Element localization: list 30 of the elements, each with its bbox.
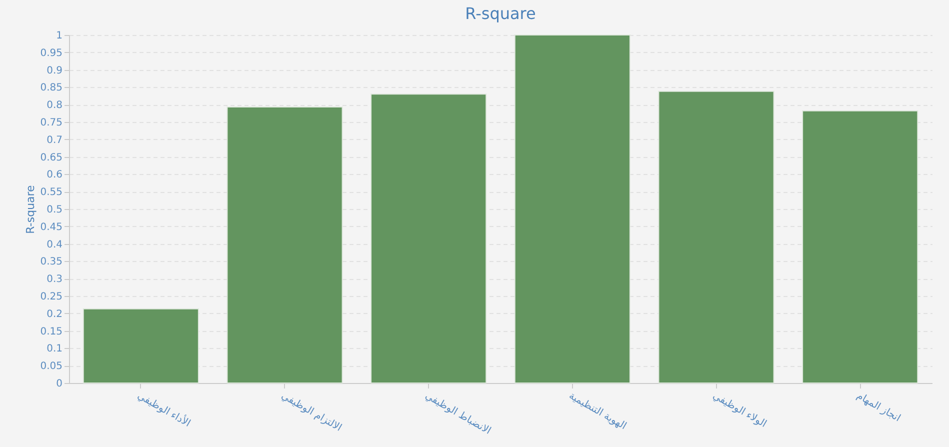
x-tick-label: الأداء الوظيفي	[135, 388, 193, 430]
x-tick-label: الهوية التنظيمية	[566, 390, 628, 432]
y-tick-label: 0	[56, 378, 62, 390]
y-tick-label: 0.95	[40, 48, 62, 59]
y-tick-label: 0.3	[46, 274, 62, 286]
y-tick-label: 0.9	[46, 65, 62, 76]
y-tick-label: 0.6	[46, 170, 62, 181]
y-tick-label: 0.1	[46, 344, 62, 355]
y-tick-label: 0.5	[46, 204, 62, 216]
x-tick-label: انجاز المهام	[854, 390, 902, 424]
y-tick-label: 0.4	[46, 239, 62, 250]
y-tick-label: 0.45	[40, 222, 62, 233]
x-tick-label: الالتزام الوظيفي	[279, 390, 344, 434]
y-tick-label: 0.65	[40, 152, 62, 164]
x-tick-label: الولاء الوظيفي	[710, 390, 768, 430]
y-tick-label: 1	[56, 30, 62, 42]
y-tick-label: 0.7	[46, 134, 62, 146]
y-tick-label: 0.25	[40, 292, 62, 302]
x-tick-label: الانضباط الوظيفي	[423, 390, 492, 437]
y-tick-label: 0.2	[46, 308, 62, 320]
chart-title: R-square	[465, 4, 536, 23]
y-axis-title: R-square	[24, 184, 38, 234]
y-tick-label: 0.15	[40, 326, 62, 338]
y-tick-label: 0.55	[40, 187, 62, 198]
y-tick-label: 0.75	[40, 118, 62, 128]
y-tick-label: 0.85	[40, 82, 62, 94]
y-tick-label: 0.35	[40, 256, 62, 268]
y-tick-label: 0.05	[40, 361, 62, 372]
bar	[370, 94, 487, 384]
y-tick-label: 0.8	[46, 100, 62, 112]
